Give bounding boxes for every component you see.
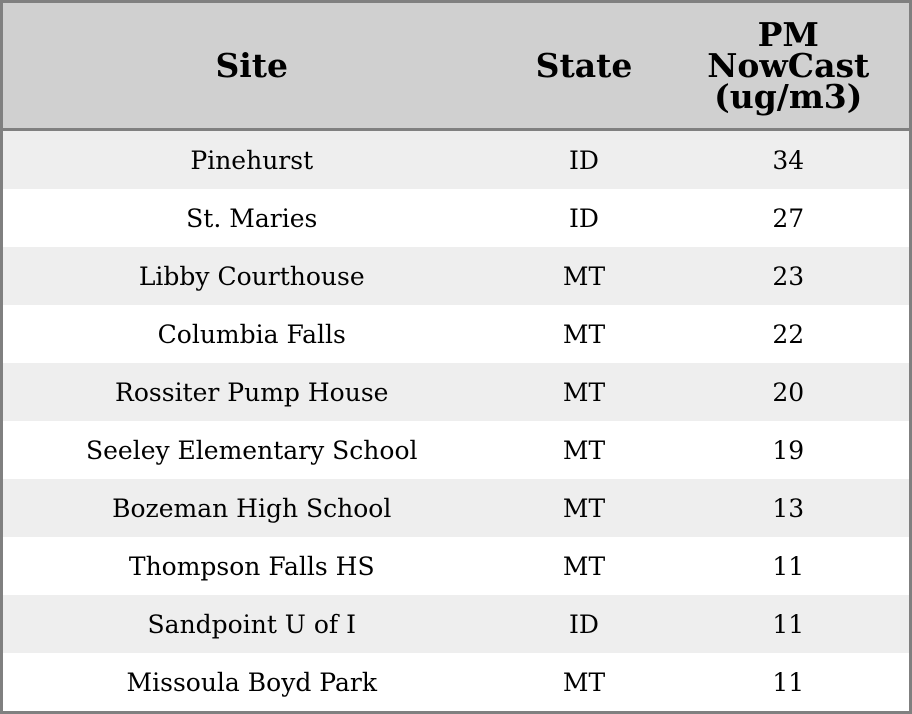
cell-pm-value: 20 [667,363,911,421]
cell-state: MT [500,479,668,537]
table-row: St. Maries ID 27 [1,189,911,247]
header-row: Site State PM NowCast (ug/m3) [1,1,911,131]
header-pm-label: PM NowCast (ug/m3) [707,15,870,116]
cell-pm-value: 27 [667,189,911,247]
cell-site: Missoula Boyd Park [1,653,501,713]
cell-state: ID [500,595,668,653]
cell-state: MT [500,421,668,479]
cell-state: MT [500,305,668,363]
table-row: Rossiter Pump House MT 20 [1,363,911,421]
cell-site: Bozeman High School [1,479,501,537]
cell-pm-value: 22 [667,305,911,363]
table-row: Seeley Elementary School MT 19 [1,421,911,479]
cell-pm-value: 11 [667,653,911,713]
table-row: Columbia Falls MT 22 [1,305,911,363]
cell-site: Libby Courthouse [1,247,501,305]
cell-pm-value: 13 [667,479,911,537]
cell-site: Rossiter Pump House [1,363,501,421]
table-row: Libby Courthouse MT 23 [1,247,911,305]
header-state: State [500,1,668,131]
table-row: Pinehurst ID 34 [1,129,911,189]
cell-state: MT [500,537,668,595]
cell-pm-value: 19 [667,421,911,479]
table-row: Sandpoint U of I ID 11 [1,595,911,653]
header-pm: PM NowCast (ug/m3) [667,1,911,131]
cell-site: Seeley Elementary School [1,421,501,479]
table-row: Thompson Falls HS MT 11 [1,537,911,595]
table-row: Missoula Boyd Park MT 11 [1,653,911,713]
cell-site: Pinehurst [1,129,501,189]
cell-pm-value: 11 [667,595,911,653]
cell-pm-value: 34 [667,129,911,189]
cell-state: MT [500,653,668,713]
cell-site: Thompson Falls HS [1,537,501,595]
cell-site: Sandpoint U of I [1,595,501,653]
cell-state: MT [500,247,668,305]
cell-state: ID [500,129,668,189]
cell-state: MT [500,363,668,421]
cell-state: ID [500,189,668,247]
cell-pm-value: 11 [667,537,911,595]
cell-pm-value: 23 [667,247,911,305]
table-row: Bozeman High School MT 13 [1,479,911,537]
cell-site: St. Maries [1,189,501,247]
header-site: Site [1,1,501,131]
cell-site: Columbia Falls [1,305,501,363]
